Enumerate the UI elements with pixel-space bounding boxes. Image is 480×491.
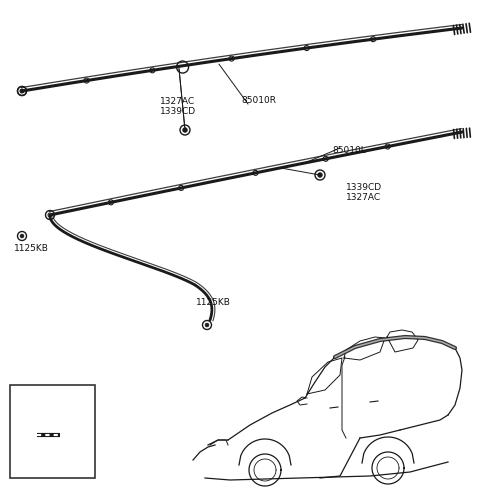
- Circle shape: [183, 128, 187, 132]
- Text: 1339CD: 1339CD: [346, 183, 382, 192]
- Text: 1327AC: 1327AC: [160, 97, 195, 106]
- Circle shape: [318, 173, 322, 177]
- Text: 1125KC: 1125KC: [15, 390, 49, 399]
- Text: 85010L: 85010L: [332, 146, 366, 155]
- Text: 1125KB: 1125KB: [196, 298, 231, 307]
- Circle shape: [20, 89, 24, 93]
- Text: 1327AC: 1327AC: [346, 193, 381, 202]
- Circle shape: [205, 323, 209, 327]
- Circle shape: [20, 234, 24, 238]
- Circle shape: [30, 433, 34, 437]
- Bar: [10, 385, 95, 478]
- Text: 85010R: 85010R: [241, 96, 276, 105]
- Text: 1339CD: 1339CD: [160, 107, 196, 116]
- Text: 1125KB: 1125KB: [14, 244, 49, 253]
